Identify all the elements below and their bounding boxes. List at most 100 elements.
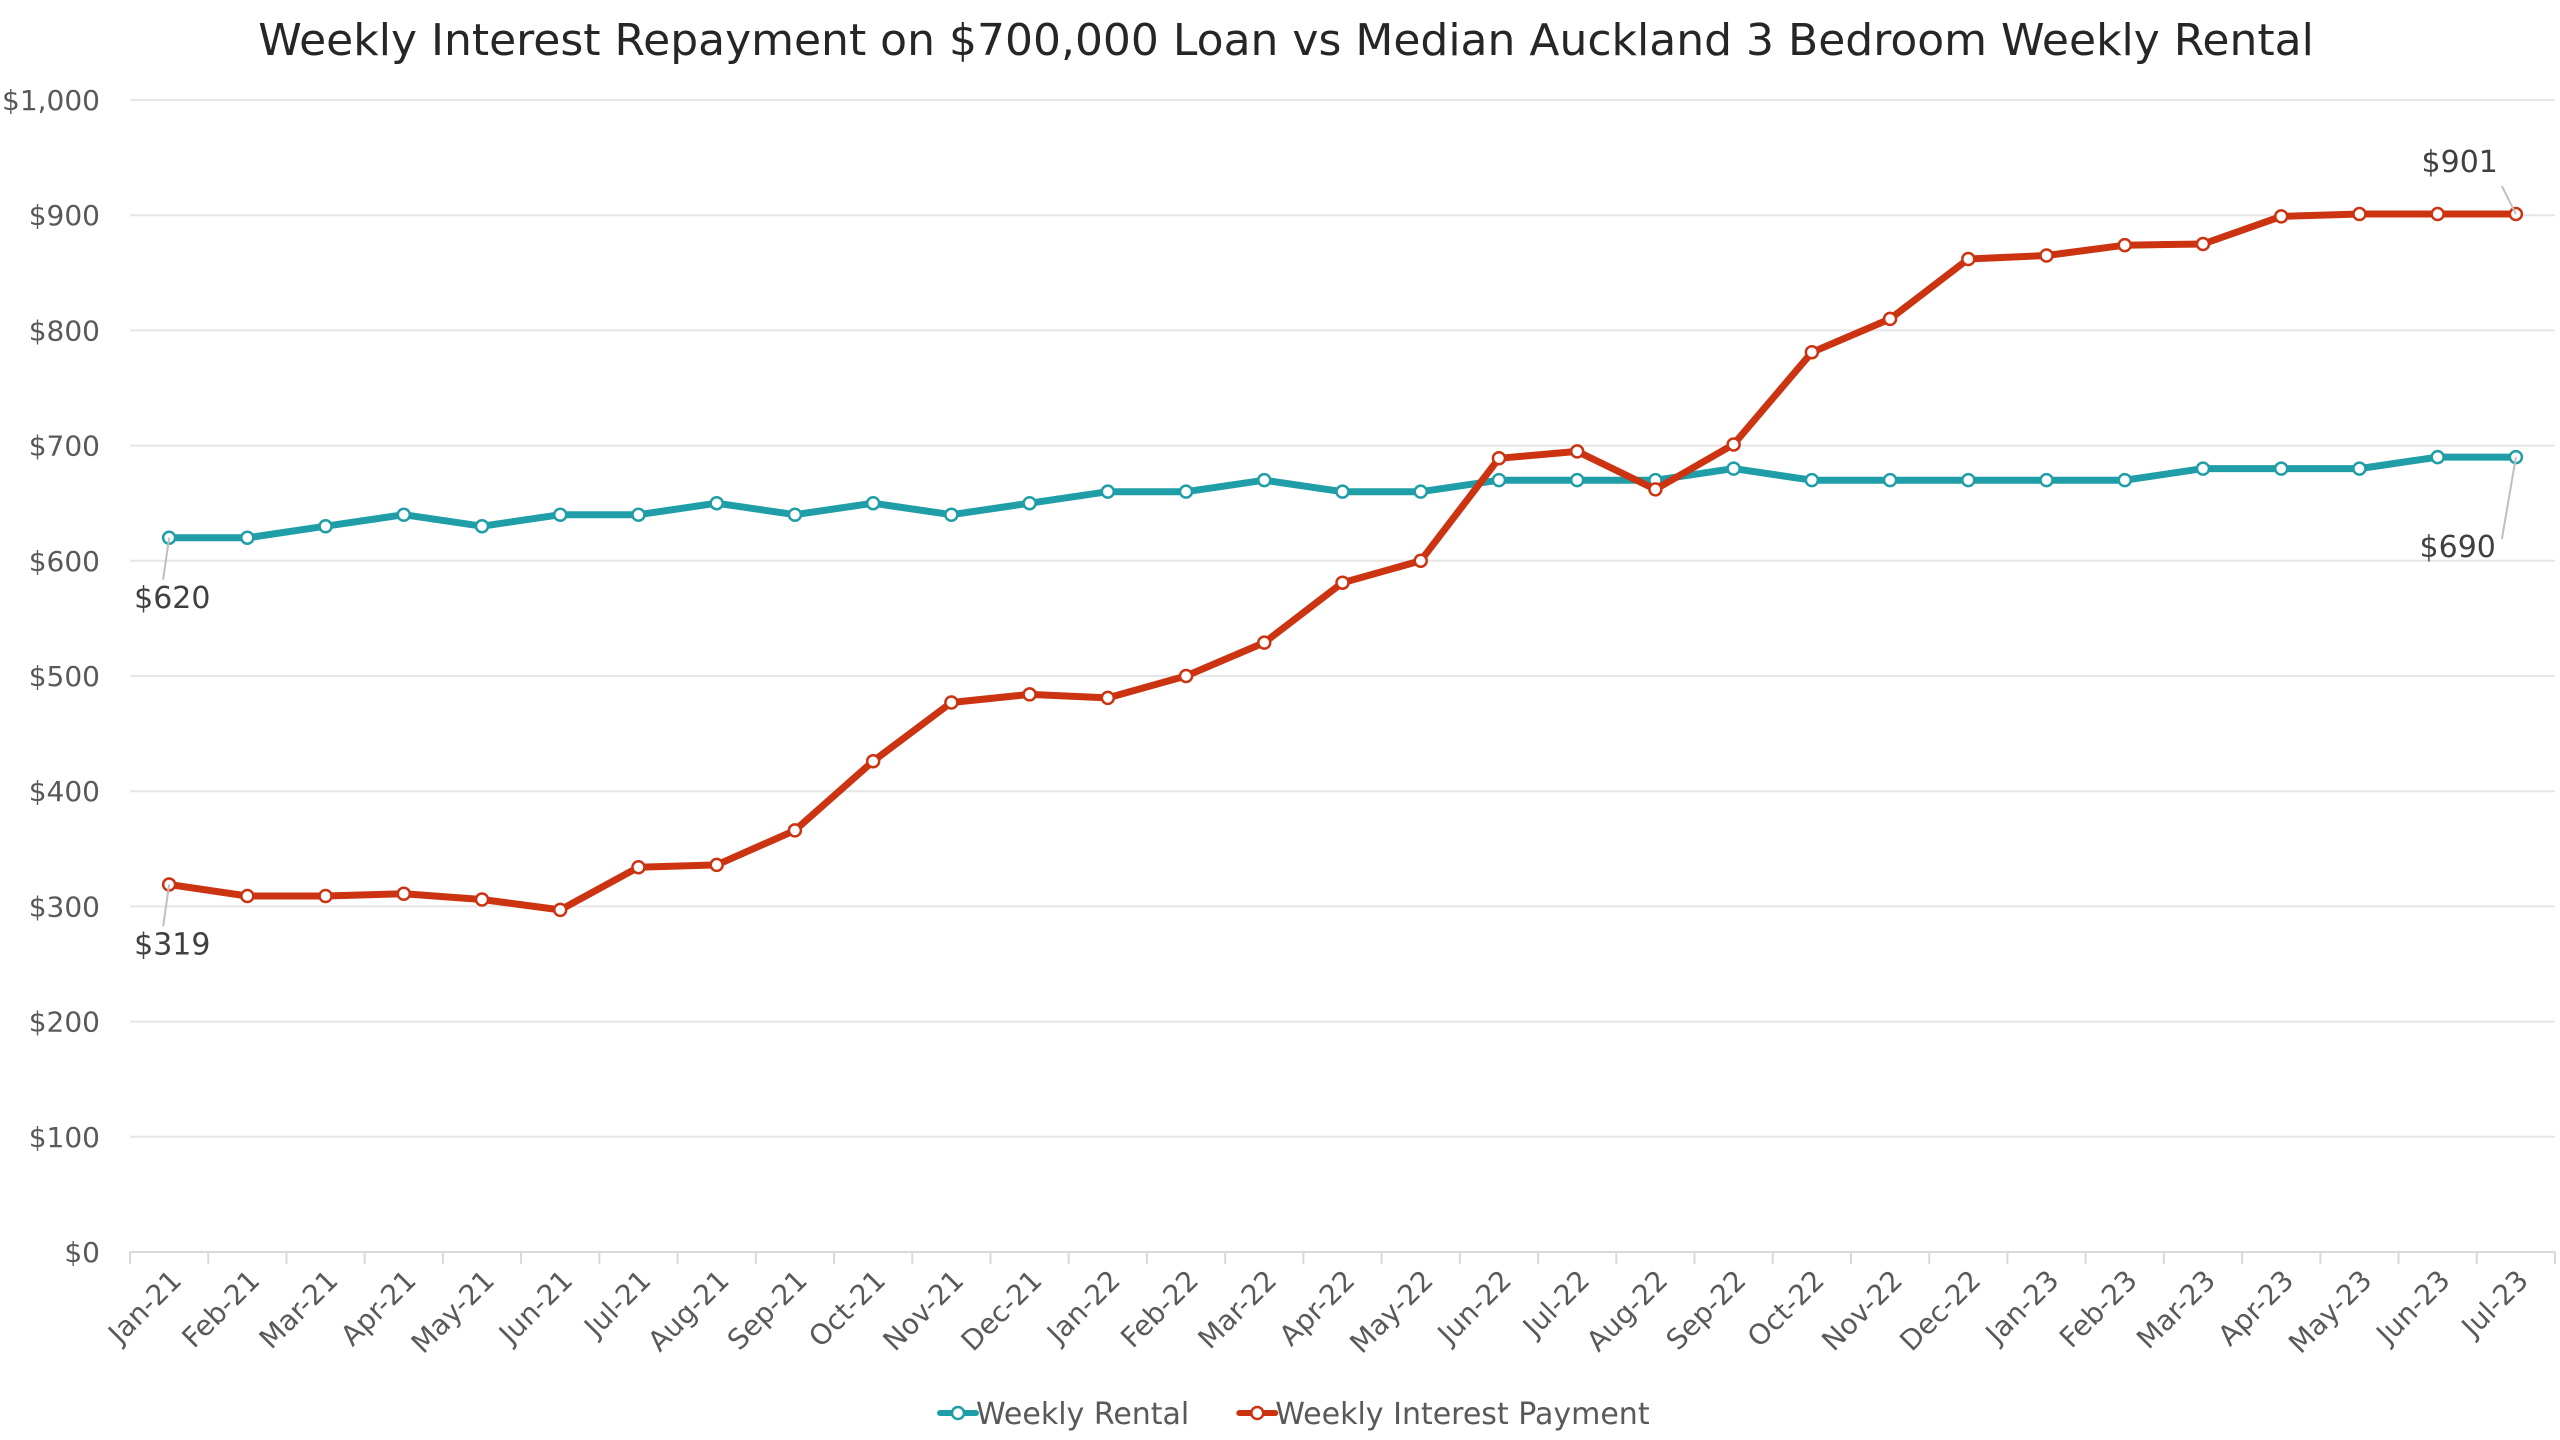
data-label: $319 [134,928,210,963]
weekly-rental-point [787,507,803,522]
data-label-leader [2500,456,2517,540]
legend-item-weekly-rental: Weekly Rental [937,1397,1189,1432]
weekly-rental-point [2352,461,2367,476]
x-tick-label: Jun-23 [2369,1264,2457,1352]
weekly-rental-point [1257,472,1272,488]
x-tick-label: Mar-23 [2130,1264,2222,1356]
x-tick-label: Oct-22 [1741,1264,1831,1354]
weekly-rental-point [1961,472,1976,488]
weekly-interest-payment-point [1961,251,1976,267]
weekly-interest-payment-point [1413,553,1428,569]
x-tick-label: May-21 [405,1264,501,1360]
weekly-interest-payment-series [161,206,2524,918]
weekly-interest-payment-point [1882,311,1898,327]
weekly-rental-point [396,507,412,522]
legend: Weekly Rental Weekly Interest Payment [937,1397,1650,1432]
legend-swatch-marker [1250,1405,1265,1421]
weekly-interest-payment-point [396,886,412,901]
weekly-rental-point [1569,472,1585,488]
weekly-rental-point [1335,484,1350,499]
weekly-rental-point [1726,461,1741,476]
weekly-interest-payment-point [2352,206,2367,222]
weekly-interest-payment-point [552,902,568,918]
x-tick-label: Jan-23 [1978,1264,2066,1352]
weekly-interest-payment-point [474,892,490,907]
legend-label: Weekly Rental [976,1397,1189,1432]
weekly-interest-payment-point [1648,482,1663,497]
weekly-rental-point [944,507,959,522]
legend-swatch-marker [950,1405,966,1421]
weekly-interest-payment-point [1335,575,1350,590]
y-tick-label: $400 [29,775,100,808]
weekly-rental-point [552,507,568,522]
weekly-rental-point [1100,484,1116,499]
weekly-rental-point [1804,472,1820,488]
x-tick-label: Mar-22 [1191,1264,1283,1356]
x-tick-label: Oct-21 [802,1264,892,1354]
data-label-leader [162,537,171,580]
weekly-interest-payment-point [1100,690,1116,706]
x-tick-label: Jun-21 [491,1264,579,1352]
weekly-rental-point [631,507,646,522]
weekly-interest-payment-point [1804,345,1820,360]
weekly-rental-point [1413,484,1428,499]
data-label: $620 [134,581,210,616]
weekly-interest-payment-point [2039,248,2054,263]
chart-title: Weekly Interest Repayment on $700,000 Lo… [258,15,2314,66]
series-lines [161,206,2524,918]
x-tick-label: Jan-21 [100,1264,188,1352]
y-tick-label: $200 [29,1006,100,1039]
y-tick-label: $600 [29,545,100,578]
weekly-rental-point [2117,472,2133,488]
x-tick-label: Nov-21 [877,1264,971,1358]
y-tick-label: $300 [29,890,100,923]
y-tick-label: $500 [29,660,100,693]
weekly-rental-point [865,495,881,511]
x-tick-label: Dec-22 [1893,1264,1987,1358]
y-axis-ticks: $0 $100 $200 $300 $400 $500 $600 $700 $800 $900 $1… [2,84,100,1269]
gridlines [130,99,2555,1138]
y-tick-label: $0 [64,1236,100,1269]
x-tick-label: Mar-21 [253,1264,345,1356]
weekly-interest-payment-point [944,695,959,710]
y-tick-label: $700 [29,430,100,463]
weekly-interest-payment-point [865,753,881,769]
x-tick-label: Sep-21 [721,1264,814,1357]
data-label-leader [162,884,171,927]
x-tick-label: Feb-23 [2053,1264,2144,1355]
legend-item-weekly-interest-payment: Weekly Interest Payment [1236,1397,1650,1432]
data-labels: $620 $690 $319 $901 [134,145,2517,963]
weekly-interest-payment-point [1726,437,1741,452]
y-tick-label: $800 [29,314,100,347]
x-tick-label: Sep-22 [1660,1264,1753,1357]
weekly-rental-point [1882,472,1898,488]
weekly-interest-payment-point [1257,635,1272,650]
weekly-rental-point [2273,461,2289,476]
weekly-interest-payment-point [2273,209,2289,224]
weekly-interest-payment-point [240,888,255,904]
weekly-interest-payment-point [787,823,803,838]
weekly-rental-point [474,518,490,534]
weekly-rental-point [2039,472,2054,488]
weekly-rental-point [1491,472,1507,488]
weekly-rental-point [2430,449,2445,465]
x-tick-label: Nov-22 [1815,1264,1909,1358]
weekly-rental-point [1178,484,1194,499]
weekly-interest-payment-point [709,857,724,873]
weekly-rental-series [161,449,2524,546]
x-tick-label: Feb-21 [176,1264,267,1355]
x-tick-label: May-22 [1343,1264,1439,1360]
x-tick-label: Aug-21 [641,1264,735,1358]
weekly-interest-payment-point [2195,236,2211,252]
weekly-rental-point [1022,495,1037,511]
data-label: $901 [2422,145,2498,180]
x-tick-label: Jul-23 [2454,1264,2535,1345]
weekly-interest-payment-point [631,859,646,875]
weekly-rental-point [2195,461,2211,476]
weekly-rental-point [240,530,255,546]
y-tick-label: $900 [29,199,100,232]
x-tick-label: Jun-22 [1430,1264,1518,1352]
data-label: $690 [2420,530,2496,565]
